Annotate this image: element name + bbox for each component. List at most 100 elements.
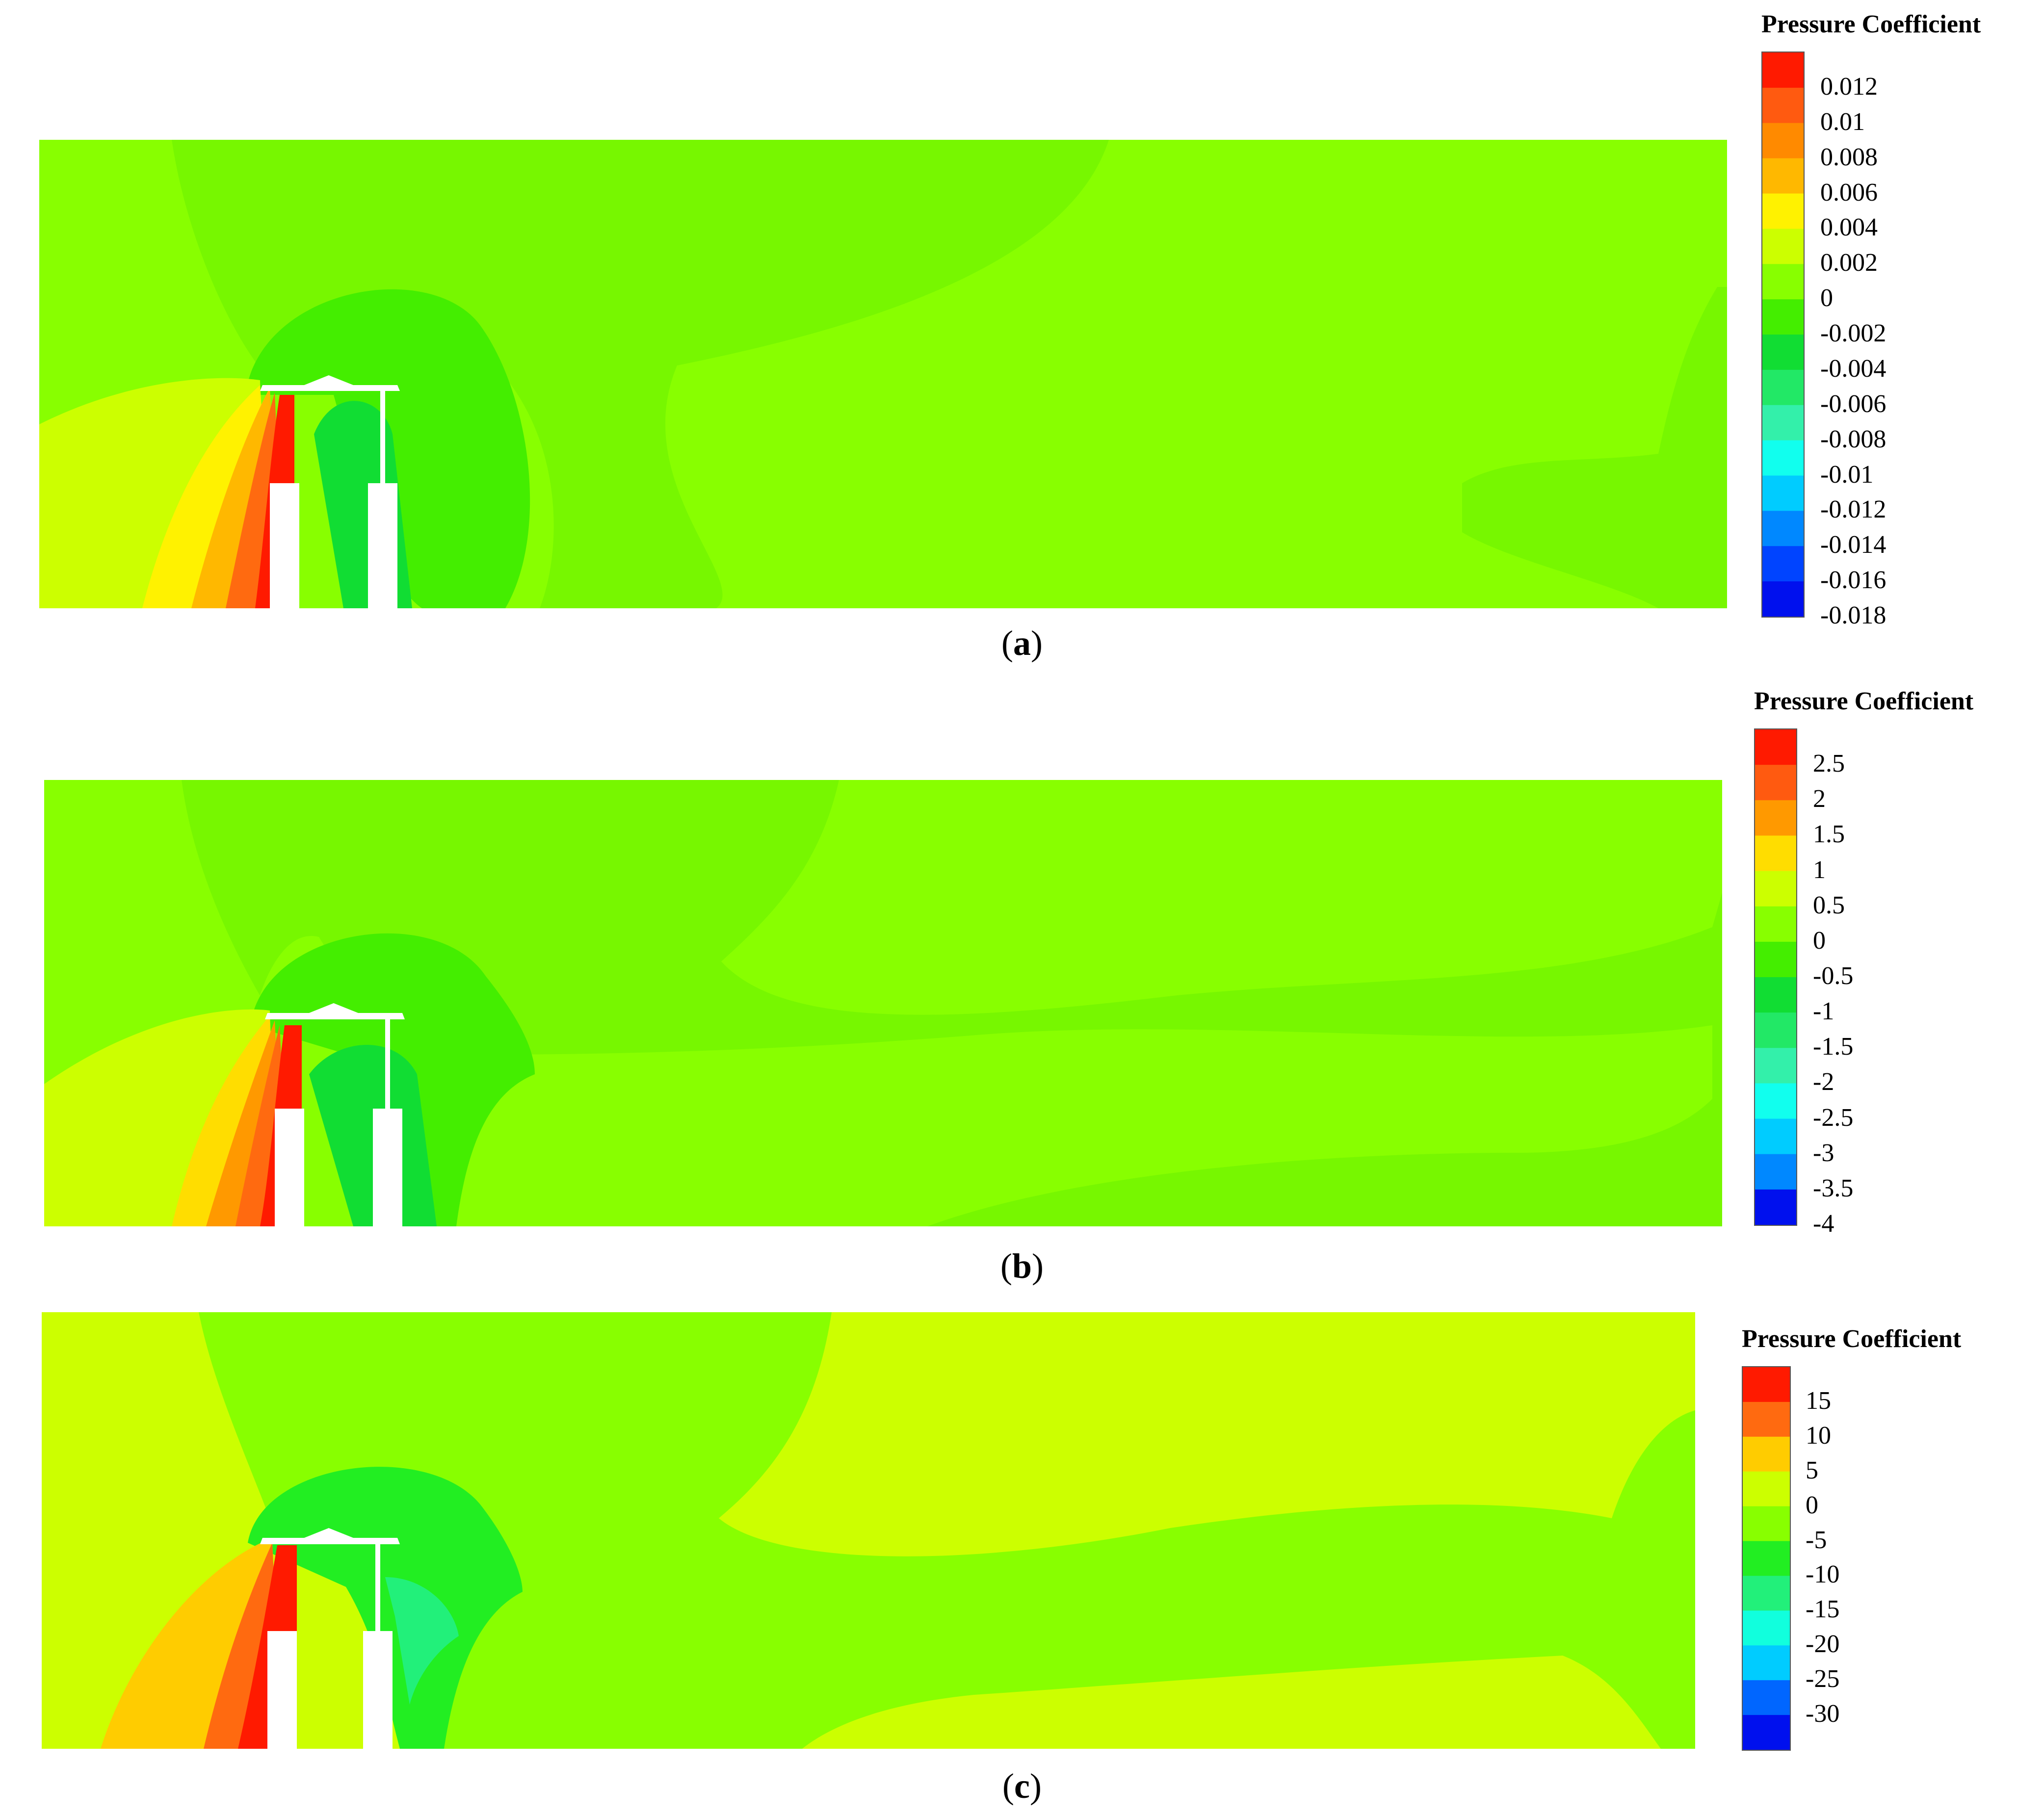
colorbar-segment — [1755, 871, 1796, 907]
legend-tick-label: 0 — [1820, 284, 1833, 312]
contour-svg-c — [42, 1312, 1695, 1749]
low-pressure-region — [199, 1312, 1695, 1749]
colorbar-segment — [1762, 193, 1804, 229]
legend-tick-label: -0.016 — [1820, 566, 1887, 595]
caption-label: c — [1014, 1766, 1030, 1806]
legend-tick-label: 0.002 — [1820, 249, 1878, 277]
low-pressure-region — [182, 780, 1722, 1226]
colorbar-segment — [1762, 299, 1804, 335]
legend-tick-label: -3.5 — [1813, 1174, 1854, 1202]
legend-tick-label: -0.008 — [1820, 425, 1887, 453]
legend-tick-label: 0.012 — [1820, 72, 1878, 101]
colorbar-segment — [1762, 158, 1804, 194]
colorbar-segment — [1743, 1715, 1790, 1750]
structure-roof-peak — [304, 375, 353, 385]
colorbar-segment — [1762, 546, 1804, 582]
colorbar-segment — [1743, 1367, 1790, 1402]
legend-tick-label: -0.014 — [1820, 531, 1887, 559]
legend-tick-label: 0.006 — [1820, 178, 1878, 207]
legend-tick-label: 1 — [1813, 856, 1826, 884]
colorbar-segment — [1755, 906, 1796, 942]
colorbar-segment — [1762, 475, 1804, 511]
colorbar-segment — [1762, 581, 1804, 617]
contour-plot-a — [39, 140, 1727, 608]
legend-tick-label: -1.5 — [1813, 1033, 1854, 1061]
colorbar-segment — [1762, 264, 1804, 300]
colorbar-segment — [1755, 765, 1796, 801]
legend-tick-label: 0.01 — [1820, 107, 1865, 136]
legend-tick-label: -0.002 — [1820, 319, 1887, 347]
legend-tick-label: -20 — [1806, 1630, 1840, 1659]
structure-right-column — [368, 483, 397, 608]
contour-svg-b — [44, 780, 1722, 1226]
legend-tick-label: -1 — [1813, 997, 1834, 1026]
legend-tick-label: 0 — [1806, 1491, 1818, 1519]
colorbar-segment — [1743, 1401, 1790, 1437]
colorbar-segment — [1762, 52, 1804, 88]
structure-right-upright — [375, 1544, 380, 1631]
legend-colorbar — [1761, 52, 1805, 618]
caption-b: (b) — [1000, 1246, 1044, 1286]
colorbar-segment — [1743, 1471, 1790, 1507]
structure-roof — [265, 1013, 405, 1019]
legend-a: Pressure Coefficient 0.012 0.01 0.008 0.006… — [1752, 10, 2026, 629]
legend-tick-label: 0.004 — [1820, 213, 1878, 242]
colorbar-segment — [1755, 729, 1796, 765]
colorbar-segment — [1743, 1541, 1790, 1576]
structure-right-upright — [380, 391, 385, 483]
legend-tick-label: -10 — [1806, 1560, 1840, 1589]
contour-svg-a — [39, 140, 1727, 608]
colorbar-segment — [1755, 941, 1796, 978]
colorbar-segment — [1762, 87, 1804, 124]
colorbar-svg-a — [1762, 52, 1804, 617]
structure-roof-peak — [309, 1003, 358, 1013]
colorbar-segment — [1755, 1012, 1796, 1048]
structure-right-upright — [385, 1019, 390, 1109]
legend-ticks-a: 0.012 0.01 0.008 0.006 0.004 0.002 0 -0.002 -0.0… — [1820, 52, 2017, 629]
colorbar-segment — [1755, 977, 1796, 1013]
colorbar-segment — [1762, 229, 1804, 264]
legend-tick-label: 2 — [1813, 785, 1826, 813]
legend-ticks-c: 15 10 5 0 -5 -10 -15 -20 -25 -30 — [1806, 1366, 2002, 1749]
suction-core — [385, 1577, 459, 1705]
legend-colorbar — [1754, 728, 1797, 1226]
structure-right-column — [363, 1631, 393, 1749]
caption-c: (c) — [1002, 1766, 1042, 1806]
legend-tick-label: 0.5 — [1813, 891, 1845, 919]
legend-tick-label: 5 — [1806, 1456, 1818, 1484]
colorbar-svg-c — [1743, 1367, 1790, 1750]
caption-label: a — [1013, 623, 1031, 663]
structure-roof — [260, 385, 400, 391]
structure-right-column — [373, 1109, 402, 1226]
panel-a: Pressure Coefficient 0.012 0.01 0.008 0.006… — [0, 0, 2044, 667]
legend-tick-label: 10 — [1806, 1421, 1831, 1450]
low-pressure-region — [172, 140, 1109, 608]
legend-tick-label: -4 — [1813, 1210, 1834, 1238]
legend-title: Pressure Coefficient — [1754, 687, 1974, 715]
colorbar-segment — [1755, 1048, 1796, 1084]
legend-title: Pressure Coefficient — [1761, 10, 1981, 38]
legend-colorbar — [1742, 1366, 1791, 1751]
legend-title: Pressure Coefficient — [1742, 1325, 1962, 1353]
legend-ticks-b: 2.5 2 1.5 1 0.5 0 -0.5 -1 -1.5 -2 -2.5 -3 -3.5 -4 — [1813, 728, 2009, 1238]
structure-left-column — [270, 483, 299, 608]
colorbar-segment — [1762, 440, 1804, 476]
legend-tick-label: -3 — [1813, 1139, 1834, 1167]
panel-c: Pressure Coefficient 15 10 5 0 -5 -10 -15 -20 -2… — [0, 1305, 2044, 1815]
structure-roof — [260, 1538, 400, 1544]
colorbar-segment — [1743, 1645, 1790, 1681]
colorbar-segment — [1762, 123, 1804, 159]
panel-b: Pressure Coefficient 2.5 2 1.5 1 0.5 0 -0.5 -1 -… — [0, 677, 2044, 1305]
legend-tick-label: -5 — [1806, 1526, 1827, 1554]
colorbar-segment — [1755, 800, 1796, 836]
colorbar-segment — [1755, 1154, 1796, 1190]
colorbar-segment — [1762, 405, 1804, 441]
colorbar-segment — [1755, 1189, 1796, 1225]
legend-tick-label: 1.5 — [1813, 820, 1845, 849]
legend-tick-label: 0.008 — [1820, 143, 1878, 171]
colorbar-segment — [1762, 511, 1804, 546]
colorbar-segment — [1743, 1576, 1790, 1611]
colorbar-segment — [1743, 1680, 1790, 1715]
legend-tick-label: 0 — [1813, 926, 1826, 955]
colorbar-segment — [1743, 1610, 1790, 1646]
